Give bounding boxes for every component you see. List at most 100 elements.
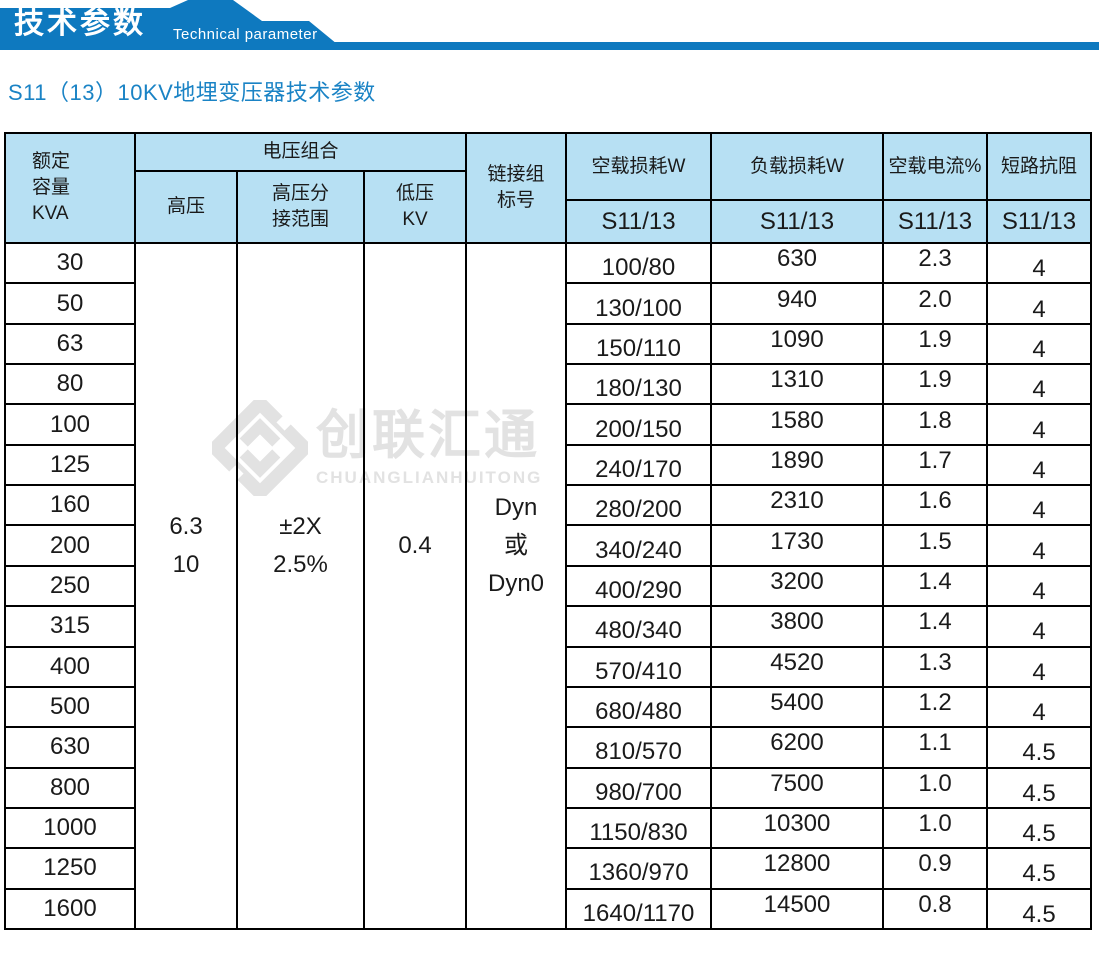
cell-current-row-5: 1.7 bbox=[884, 445, 986, 485]
cell-no-load-row-9: 480/340 bbox=[567, 607, 710, 646]
cell-impedance-row-12: 4.5 bbox=[988, 728, 1090, 767]
cell-load-row-7: 1730 bbox=[712, 526, 882, 565]
header-low-voltage: 低压 KV bbox=[365, 172, 465, 242]
cell-kva-row-12: 630 bbox=[6, 728, 134, 767]
cell-impedance-row-3: 4 bbox=[988, 365, 1090, 404]
subheader-model-noload: S11/13 bbox=[567, 201, 710, 242]
cell-kva-row-15: 1250 bbox=[6, 849, 134, 888]
cell-impedance-row-5: 4 bbox=[988, 445, 1090, 485]
cell-kva-row-13: 800 bbox=[6, 768, 134, 807]
cell-load-row-13: 7500 bbox=[712, 768, 882, 807]
cell-impedance-row-13: 4.5 bbox=[988, 768, 1090, 807]
cell-kva-row-14: 1000 bbox=[6, 808, 134, 848]
subheader-model-imp: S11/13 bbox=[988, 201, 1090, 242]
cell-current-row-3: 1.9 bbox=[884, 365, 986, 404]
cell-load-row-16: 14500 bbox=[712, 889, 882, 928]
banner-title-cn: 技术参数 bbox=[14, 7, 146, 40]
cell-kva-row-0: 30 bbox=[6, 244, 134, 283]
cell-no-load-row-11: 680/480 bbox=[567, 687, 710, 727]
cell-no-load-row-16: 1640/1170 bbox=[567, 889, 710, 928]
cell-no-load-row-7: 340/240 bbox=[567, 526, 710, 565]
cell-impedance-row-8: 4 bbox=[988, 566, 1090, 606]
banner-bottom-strip bbox=[0, 42, 1099, 50]
cell-current-row-7: 1.5 bbox=[884, 526, 986, 565]
cell-no-load-row-0: 100/80 bbox=[567, 244, 710, 283]
merged-high-voltage: 6.3 10 bbox=[136, 244, 236, 928]
cell-no-load-row-12: 810/570 bbox=[567, 728, 710, 767]
cell-current-row-12: 1.1 bbox=[884, 728, 986, 767]
cell-load-row-9: 3800 bbox=[712, 607, 882, 646]
cell-kva-row-8: 250 bbox=[6, 566, 134, 606]
cell-load-row-2: 1090 bbox=[712, 324, 882, 364]
cell-no-load-row-8: 400/290 bbox=[567, 566, 710, 606]
header-tap-range: 高压分 接范围 bbox=[238, 172, 363, 242]
cell-impedance-row-7: 4 bbox=[988, 526, 1090, 565]
header-link-group: 链接组 标号 bbox=[467, 134, 565, 242]
cell-kva-row-11: 500 bbox=[6, 687, 134, 727]
cell-load-row-11: 5400 bbox=[712, 687, 882, 727]
cell-impedance-row-9: 4 bbox=[988, 607, 1090, 646]
cell-impedance-row-10: 4 bbox=[988, 647, 1090, 686]
cell-impedance-row-2: 4 bbox=[988, 324, 1090, 364]
subheader-model-load: S11/13 bbox=[712, 201, 882, 242]
cell-no-load-row-10: 570/410 bbox=[567, 647, 710, 686]
cell-kva-row-3: 80 bbox=[6, 365, 134, 404]
cell-impedance-row-0: 4 bbox=[988, 244, 1090, 283]
cell-current-row-9: 1.4 bbox=[884, 607, 986, 646]
cell-kva-row-1: 50 bbox=[6, 284, 134, 323]
cell-load-row-4: 1580 bbox=[712, 405, 882, 444]
merged-tap-range: ±2X 2.5% bbox=[238, 244, 363, 928]
cell-load-row-1: 940 bbox=[712, 284, 882, 323]
cell-current-row-8: 1.4 bbox=[884, 566, 986, 606]
cell-current-row-16: 0.8 bbox=[884, 889, 986, 928]
cell-kva-row-9: 315 bbox=[6, 607, 134, 646]
cell-no-load-row-14: 1150/830 bbox=[567, 808, 710, 848]
cell-no-load-row-4: 200/150 bbox=[567, 405, 710, 444]
cell-no-load-row-1: 130/100 bbox=[567, 284, 710, 323]
cell-impedance-row-6: 4 bbox=[988, 486, 1090, 525]
top-banner: 技术参数 Technical parameter bbox=[0, 0, 1099, 50]
cell-no-load-row-3: 180/130 bbox=[567, 365, 710, 404]
cell-impedance-row-4: 4 bbox=[988, 405, 1090, 444]
cell-load-row-8: 3200 bbox=[712, 566, 882, 606]
tech-parameter-table: 额定 容量 KVA 电压组合 高压 高压分 接范围 低压 KV 链接组 标号 空… bbox=[4, 132, 1092, 930]
header-load-loss: 负载损耗W bbox=[712, 134, 882, 199]
cell-load-row-15: 12800 bbox=[712, 849, 882, 888]
cell-load-row-0: 630 bbox=[712, 244, 882, 283]
merged-low-voltage: 0.4 bbox=[365, 244, 465, 928]
banner-title-en: Technical parameter bbox=[173, 26, 318, 43]
header-no-load-current: 空载电流% bbox=[884, 134, 986, 199]
cell-current-row-4: 1.8 bbox=[884, 405, 986, 444]
cell-no-load-row-15: 1360/970 bbox=[567, 849, 710, 888]
cell-kva-row-5: 125 bbox=[6, 445, 134, 485]
header-impedance: 短路抗阻 bbox=[988, 134, 1090, 199]
merged-link-group: Dyn 或 Dyn0 bbox=[467, 244, 565, 928]
cell-no-load-row-13: 980/700 bbox=[567, 768, 710, 807]
cell-current-row-6: 1.6 bbox=[884, 486, 986, 525]
cell-current-row-0: 2.3 bbox=[884, 244, 986, 283]
cell-load-row-3: 1310 bbox=[712, 365, 882, 404]
cell-no-load-row-5: 240/170 bbox=[567, 445, 710, 485]
cell-kva-row-6: 160 bbox=[6, 486, 134, 525]
cell-impedance-row-1: 4 bbox=[988, 284, 1090, 323]
cell-no-load-row-2: 150/110 bbox=[567, 324, 710, 364]
cell-impedance-row-15: 4.5 bbox=[988, 849, 1090, 888]
cell-current-row-10: 1.3 bbox=[884, 647, 986, 686]
cell-load-row-14: 10300 bbox=[712, 808, 882, 848]
cell-kva-row-10: 400 bbox=[6, 647, 134, 686]
header-voltage-combo: 电压组合 bbox=[136, 134, 465, 170]
cell-load-row-6: 2310 bbox=[712, 486, 882, 525]
cell-kva-row-16: 1600 bbox=[6, 889, 134, 928]
subheader-model-current: S11/13 bbox=[884, 201, 986, 242]
cell-impedance-row-11: 4 bbox=[988, 687, 1090, 727]
cell-kva-row-4: 100 bbox=[6, 405, 134, 444]
cell-impedance-row-16: 4.5 bbox=[988, 889, 1090, 928]
cell-current-row-11: 1.2 bbox=[884, 687, 986, 727]
cell-impedance-row-14: 4.5 bbox=[988, 808, 1090, 848]
header-rated-capacity: 额定 容量 KVA bbox=[6, 134, 134, 242]
header-high-voltage: 高压 bbox=[136, 172, 236, 242]
cell-current-row-14: 1.0 bbox=[884, 808, 986, 848]
cell-current-row-2: 1.9 bbox=[884, 324, 986, 364]
cell-current-row-1: 2.0 bbox=[884, 284, 986, 323]
cell-kva-row-7: 200 bbox=[6, 526, 134, 565]
